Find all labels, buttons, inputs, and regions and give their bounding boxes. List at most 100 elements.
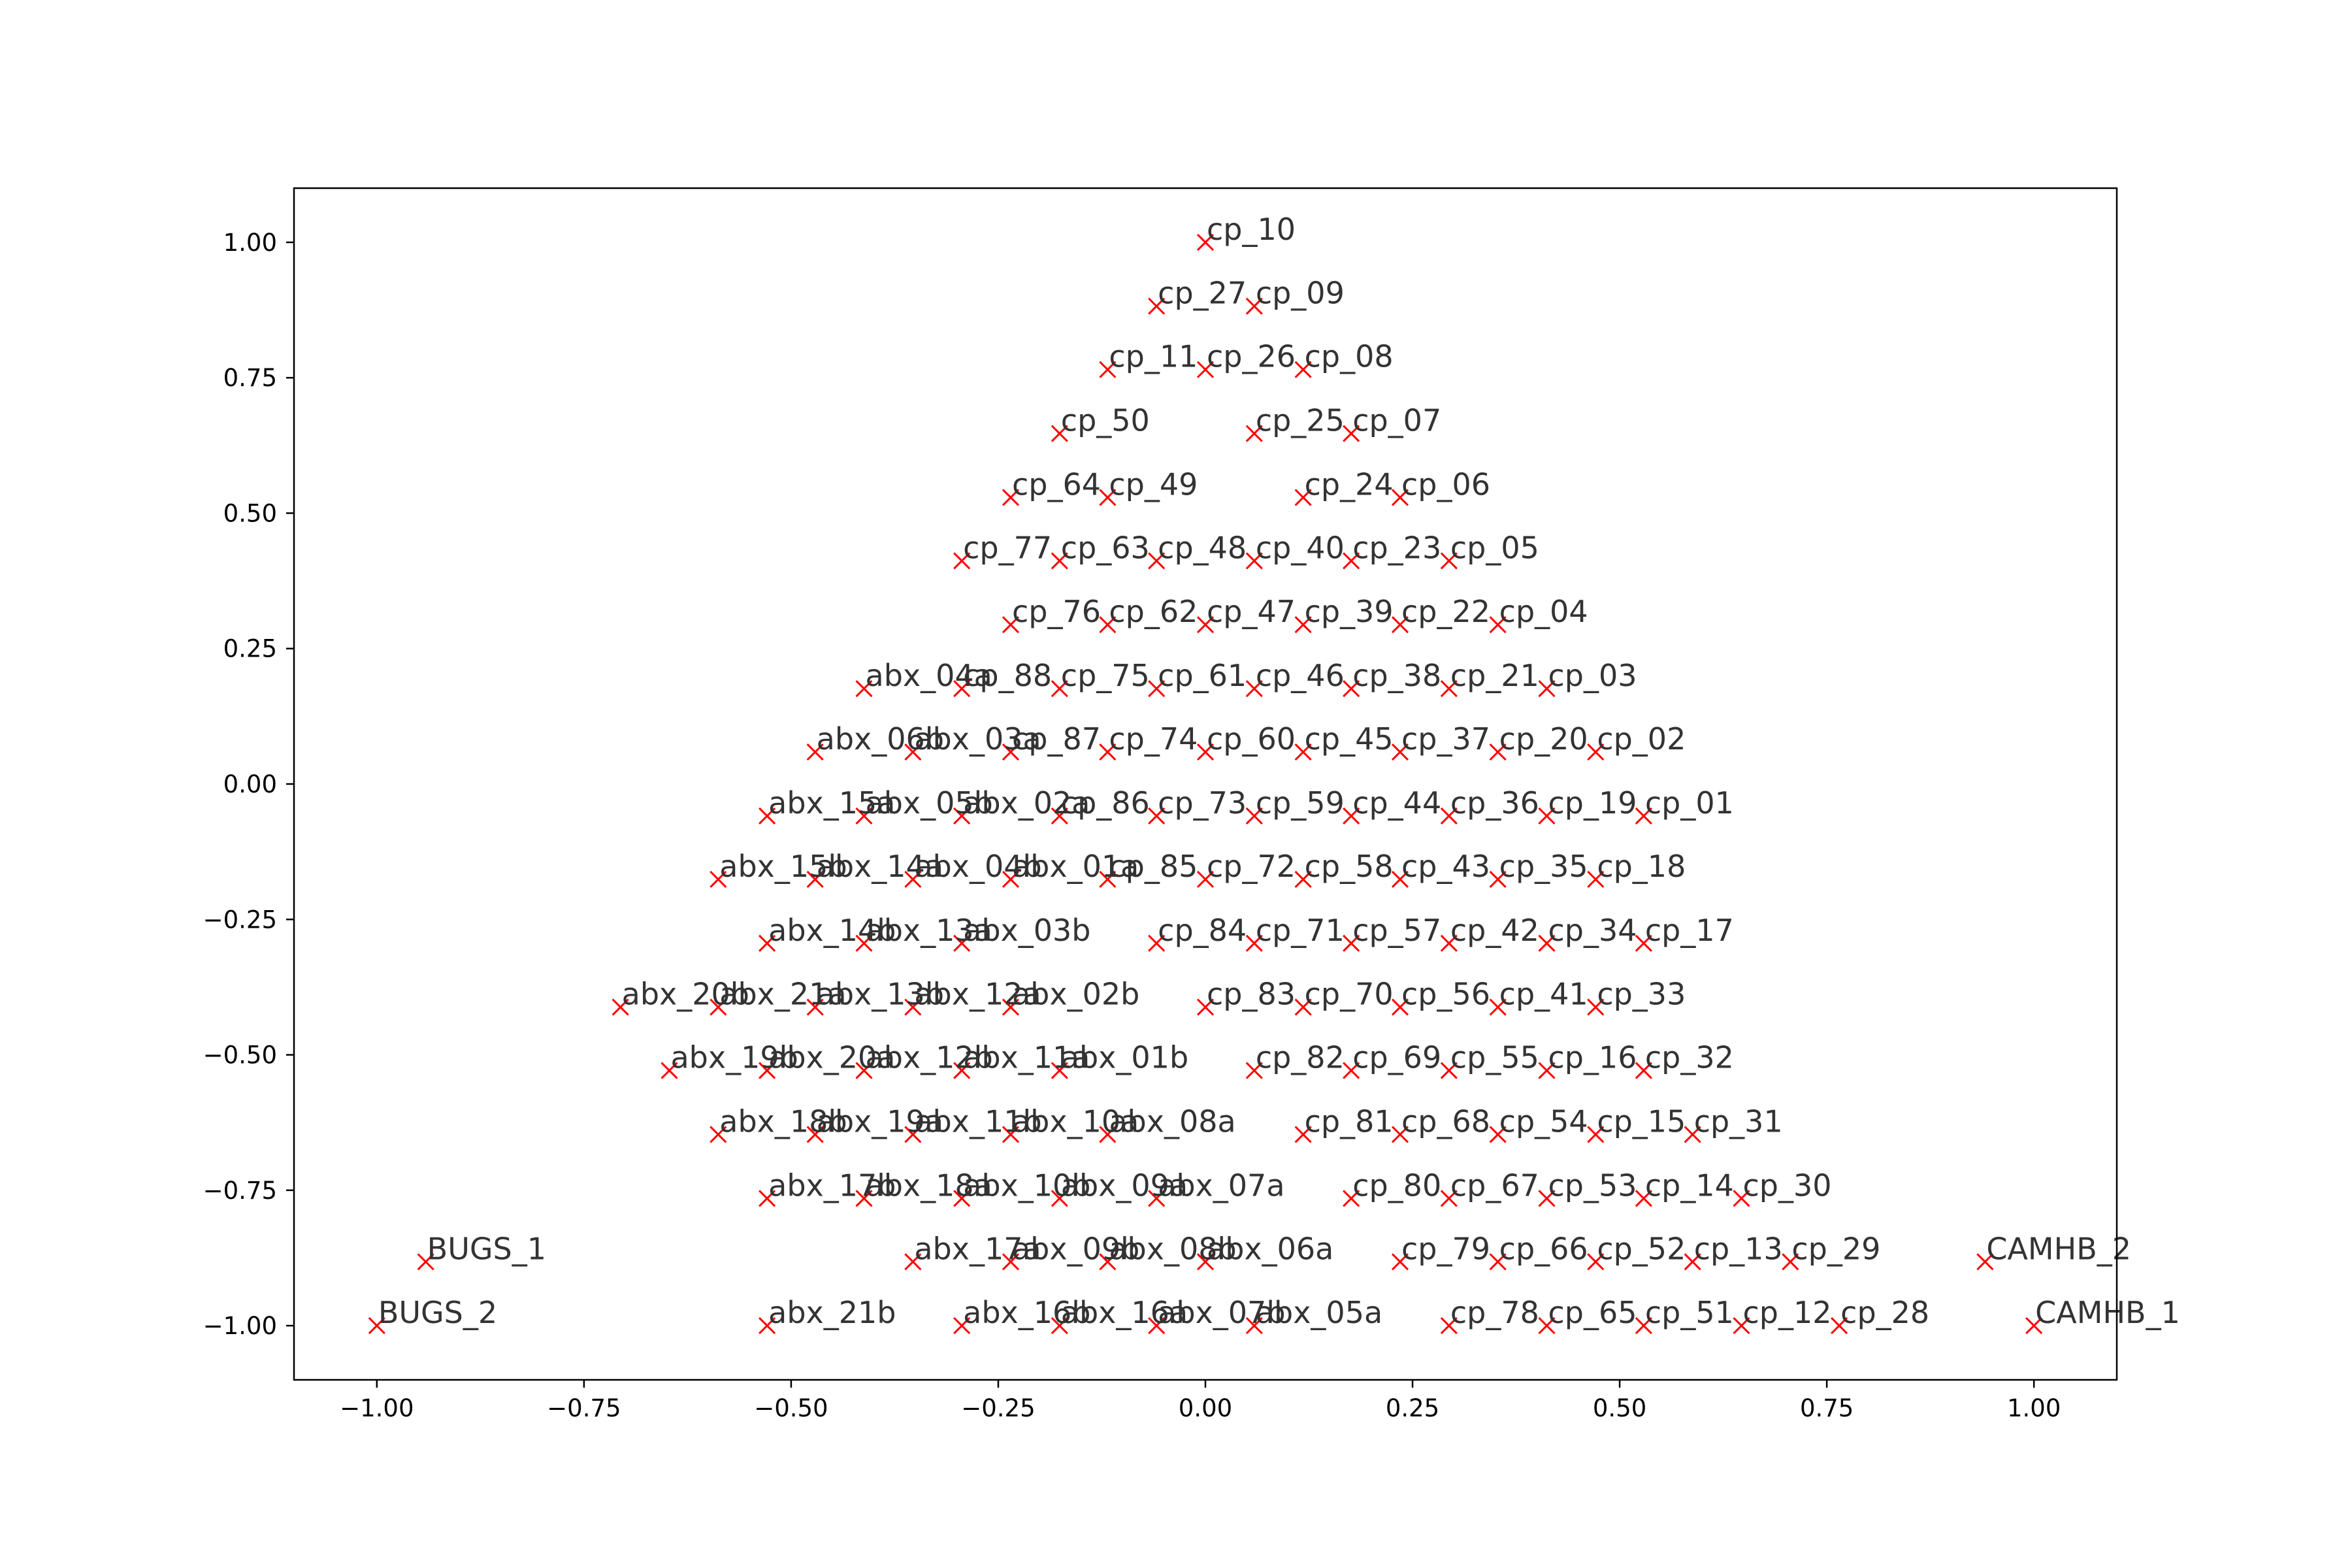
data-point-marker — [953, 552, 971, 570]
data-point-label: cp_26 — [1207, 339, 1296, 374]
data-point-marker — [1245, 425, 1263, 442]
data-point-marker — [1391, 870, 1409, 888]
y-tick-label: −1.00 — [203, 1312, 277, 1340]
data-point-label: cp_54 — [1499, 1103, 1588, 1139]
data-point-label: abx_02a — [963, 785, 1090, 821]
data-point-marker — [904, 870, 922, 888]
data-point-marker — [1489, 1253, 1507, 1271]
data-point-marker — [1051, 425, 1068, 442]
data-point-label: abx_14b — [768, 913, 896, 948]
data-point-label: abx_09b — [1012, 1231, 1139, 1266]
data-point-marker — [806, 1126, 824, 1143]
data-points — [368, 233, 2043, 1335]
data-point-label: abx_04b — [914, 849, 1041, 884]
data-point-label: cp_55 — [1450, 1040, 1539, 1075]
data-point-marker — [1440, 1062, 1458, 1079]
data-point-label: abx_03a — [914, 721, 1041, 757]
data-point-label: abx_14a — [817, 849, 943, 884]
data-point-label: abx_16a — [1061, 1295, 1188, 1330]
data-point-label: abx_20b — [622, 977, 749, 1012]
data-point-marker — [855, 934, 873, 952]
data-point-label: cp_46 — [1256, 658, 1345, 693]
data-point-label: CAMHB_1 — [2035, 1295, 2180, 1330]
data-point-marker — [1002, 616, 1020, 634]
y-tick-label: −0.50 — [203, 1041, 277, 1070]
data-point-marker — [1196, 870, 1215, 888]
x-tick-label: −1.00 — [340, 1394, 414, 1422]
data-point-marker — [1635, 1190, 1652, 1207]
data-point-marker — [1148, 552, 1166, 570]
data-point-marker — [1002, 998, 1020, 1016]
data-point-label: cp_10 — [1207, 212, 1296, 247]
data-point-label: cp_74 — [1109, 721, 1198, 757]
data-point-marker — [806, 743, 824, 761]
data-point-label: cp_42 — [1450, 913, 1539, 948]
data-point-marker — [806, 998, 824, 1016]
data-point-label: cp_45 — [1305, 721, 1394, 757]
data-point-marker — [1782, 1253, 1799, 1271]
data-point-marker — [1294, 870, 1312, 888]
data-point-marker — [1684, 1253, 1701, 1271]
data-point-marker — [1391, 743, 1409, 761]
data-point-label: cp_37 — [1401, 721, 1490, 757]
data-point-marker — [1002, 743, 1020, 761]
data-point-marker — [1635, 1317, 1652, 1335]
data-point-marker — [1196, 361, 1215, 378]
y-tick-label: 0.25 — [223, 635, 277, 663]
data-point-marker — [855, 1190, 873, 1207]
data-point-label: cp_64 — [1012, 466, 1101, 502]
data-point-marker — [1294, 743, 1312, 761]
data-point-marker — [904, 1126, 922, 1143]
data-point-marker — [1245, 680, 1263, 698]
data-point-label: cp_41 — [1499, 977, 1588, 1012]
data-point-label: cp_34 — [1548, 913, 1637, 948]
data-point-marker — [1099, 1126, 1117, 1143]
data-point-label: cp_08 — [1305, 339, 1394, 374]
data-point-label: abx_06a — [1207, 1231, 1333, 1266]
data-point-label: cp_30 — [1743, 1168, 1832, 1203]
data-point-label: cp_83 — [1207, 977, 1296, 1012]
data-point-label: cp_16 — [1548, 1040, 1637, 1075]
data-point-label: cp_04 — [1499, 594, 1588, 629]
data-point-marker — [904, 743, 922, 761]
data-point-marker — [1196, 743, 1215, 761]
data-point-label: cp_86 — [1061, 785, 1150, 821]
data-point-label: abx_13a — [866, 913, 992, 948]
data-point-marker — [1294, 998, 1312, 1016]
data-point-label: abx_09a — [1061, 1168, 1188, 1203]
data-point-label: BUGS_2 — [378, 1295, 497, 1330]
data-point-marker — [1196, 998, 1215, 1016]
data-point-marker — [1245, 934, 1263, 952]
data-point-marker — [1538, 934, 1556, 952]
data-point-marker — [368, 1317, 385, 1335]
data-point-marker — [1489, 743, 1507, 761]
data-point-marker — [1148, 680, 1166, 698]
data-point-label: cp_32 — [1645, 1040, 1734, 1075]
data-point-label: cp_27 — [1158, 276, 1247, 311]
data-point-marker — [1051, 1317, 1068, 1335]
data-point-marker — [806, 870, 824, 888]
y-tick-label: −0.25 — [203, 906, 277, 934]
data-point-marker — [1099, 361, 1117, 378]
data-point-label: abx_17b — [768, 1168, 896, 1203]
data-point-label: cp_52 — [1597, 1231, 1686, 1266]
data-point-label: cp_06 — [1401, 466, 1490, 502]
data-point-marker — [710, 870, 727, 888]
data-point-marker — [953, 807, 971, 825]
data-point-label: cp_44 — [1352, 785, 1441, 821]
data-point-marker — [1391, 1253, 1409, 1271]
data-point-marker — [1587, 998, 1605, 1016]
data-point-label: cp_79 — [1401, 1231, 1490, 1266]
data-point-label: cp_76 — [1012, 594, 1101, 629]
data-point-marker — [1051, 552, 1068, 570]
data-point-label: abx_04a — [866, 658, 992, 693]
data-point-label: abx_19a — [817, 1103, 943, 1139]
data-point-label: cp_49 — [1109, 466, 1198, 502]
data-point-marker — [1587, 1126, 1605, 1143]
data-point-marker — [1343, 934, 1360, 952]
data-point-marker — [1587, 743, 1605, 761]
data-point-label: cp_47 — [1207, 594, 1296, 629]
data-point-label: cp_02 — [1597, 721, 1686, 757]
